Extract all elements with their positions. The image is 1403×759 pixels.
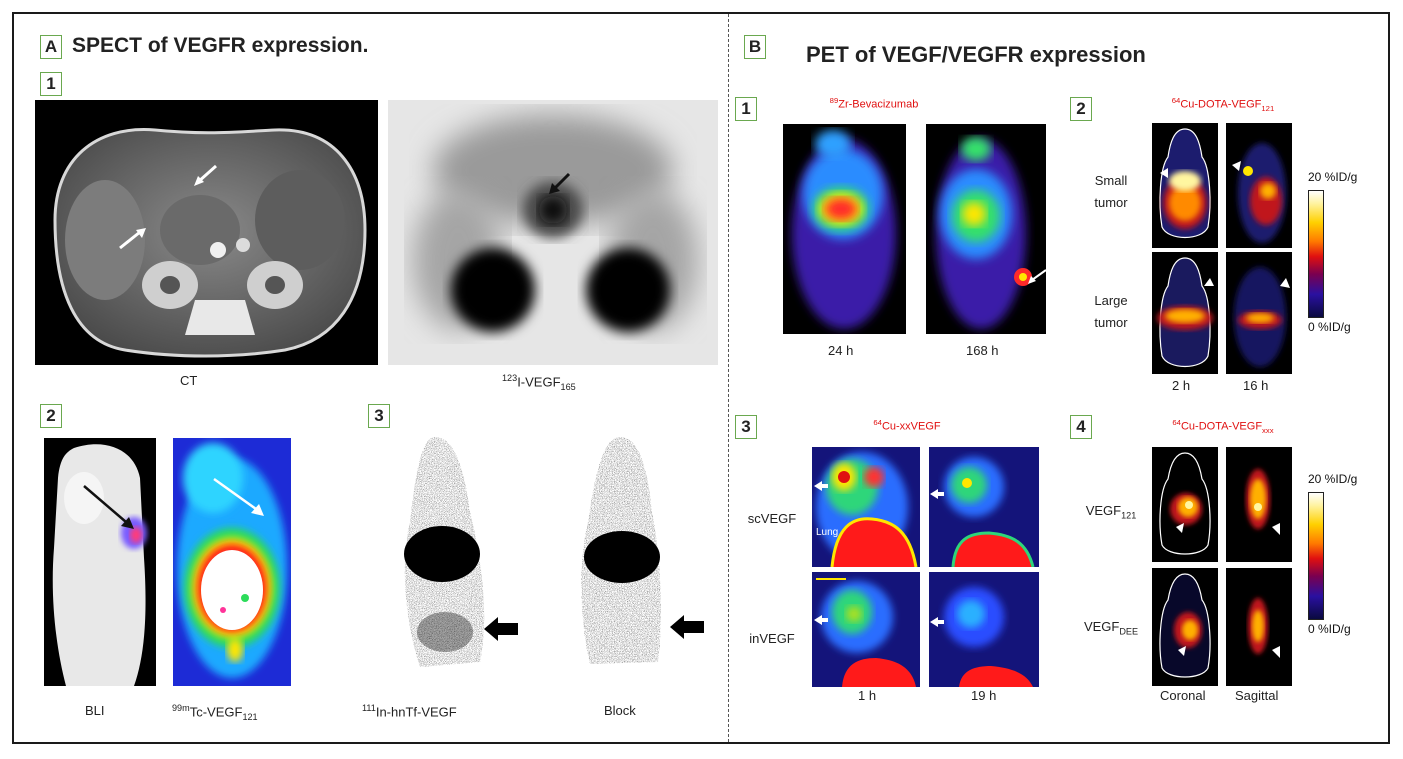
- b3-arrow-icon: [814, 481, 828, 491]
- b4-pet-dee-sagittal: [1226, 568, 1292, 686]
- b3-pet-sc-19h: [929, 447, 1039, 567]
- b3-pet-sc-1h: [812, 447, 920, 567]
- panel-a1-badge: 1: [40, 72, 62, 96]
- in111-vegf-caption: 111In-hnTf-VEGF: [362, 703, 457, 720]
- panel-a-badge: A: [40, 35, 62, 59]
- b3-pet-in-1h: [812, 572, 920, 687]
- i123-vegf-caption: 123I-VEGF165: [502, 373, 576, 392]
- b2-scale-max-label: 20 %ID/g: [1308, 170, 1358, 184]
- b1-pet-image-24h: [783, 124, 906, 334]
- b4-row-vegfdee: VEGFDEE: [1083, 619, 1139, 637]
- b4-color-scale-bar: [1308, 492, 1324, 620]
- b2-row-large-tumor: Large tumor: [1094, 293, 1128, 330]
- b3-arrow-icon: [930, 617, 944, 627]
- b1-pet-image-168h: [926, 124, 1046, 334]
- b4-scale-max-label: 20 %ID/g: [1308, 472, 1358, 486]
- b4-scale-min-label: 0 %ID/g: [1308, 622, 1351, 636]
- b4-tracer-label: 64Cu-DOTA-VEGFxxx: [1172, 418, 1274, 435]
- ct-caption: CT: [180, 373, 198, 388]
- panel-b2-badge: 2: [1070, 97, 1092, 121]
- b2-pet-large-2h: [1152, 252, 1218, 374]
- b2-pet-large-16h: [1226, 252, 1292, 374]
- b3-row-invegf: inVEGF: [749, 631, 795, 646]
- panel-a3-badge: 3: [368, 404, 390, 428]
- in111-arrow-icon: [484, 617, 518, 641]
- b1-tracer-label: 89Zr-Bevacizumab: [829, 96, 919, 111]
- ct-image: [35, 100, 378, 365]
- bli-arrow-icon: [83, 485, 134, 529]
- b2-time-2h: 2 h: [1172, 378, 1191, 393]
- block-arrow-icon: [670, 615, 704, 639]
- b3-time-19h: 19 h: [971, 688, 997, 703]
- i123-spect-image: [388, 100, 718, 365]
- block-caption: Block: [604, 703, 636, 718]
- b4-pet-121-coronal: [1152, 447, 1218, 562]
- panel-b-badge: B: [744, 35, 766, 59]
- tc99m-spect-image: [173, 438, 291, 686]
- panel-b1-badge: 1: [735, 97, 757, 121]
- b3-arrow-icon: [930, 489, 944, 499]
- block-scan-image: [560, 432, 690, 682]
- b4-pet-dee-coronal: [1152, 568, 1218, 686]
- b3-time-1h: 1 h: [858, 688, 877, 703]
- b4-view-sagittal: Sagittal: [1235, 688, 1279, 703]
- b3-pet-in-19h: [929, 572, 1039, 687]
- b1-arrow-icon: [1028, 269, 1047, 284]
- b4-row-vegf121: VEGF121: [1085, 503, 1137, 521]
- b3-row-scvegf: scVEGF: [747, 511, 797, 526]
- panel-a-title: SPECT of VEGFR expression.: [72, 34, 369, 57]
- b4-pet-121-sagittal: [1226, 447, 1292, 562]
- panel-b-title: PET of VEGF/VEGFR expression: [806, 42, 1146, 67]
- ct-arrow-icon: [119, 228, 146, 250]
- b1-time-24h: 24 h: [828, 343, 854, 358]
- b2-pet-small-2h: [1152, 123, 1218, 248]
- b3-tracer-label: 64Cu-xxVEGF: [873, 418, 941, 433]
- panel-b4-badge: 4: [1070, 415, 1092, 439]
- b4-view-coronal: Coronal: [1160, 688, 1206, 703]
- b2-tracer-label: 64Cu-DOTA-VEGF121: [1171, 96, 1275, 113]
- b2-row-small-tumor: Small tumor: [1094, 173, 1128, 210]
- b2-time-16h: 16 h: [1243, 378, 1269, 393]
- in111-scan-image: [380, 432, 510, 682]
- bli-image: [44, 438, 156, 686]
- b2-color-scale-bar: [1308, 190, 1324, 318]
- tc99m-vegf-caption: 99mTc-VEGF121: [172, 703, 258, 722]
- b1-time-168h: 168 h: [966, 343, 999, 358]
- ct-arrow-icon: [194, 164, 217, 186]
- spect-arrow-icon: [549, 172, 571, 194]
- panel-a2-badge: 2: [40, 404, 62, 428]
- tc-arrow-icon: [213, 477, 264, 516]
- panel-divider: [728, 14, 729, 742]
- b3-lung-label: Lung: [816, 527, 839, 538]
- panel-b3-badge: 3: [735, 415, 757, 439]
- bli-caption: BLI: [85, 703, 105, 718]
- b3-arrow-icon: [814, 615, 828, 625]
- b2-pet-small-16h: [1226, 123, 1292, 248]
- b2-scale-min-label: 0 %ID/g: [1308, 320, 1351, 334]
